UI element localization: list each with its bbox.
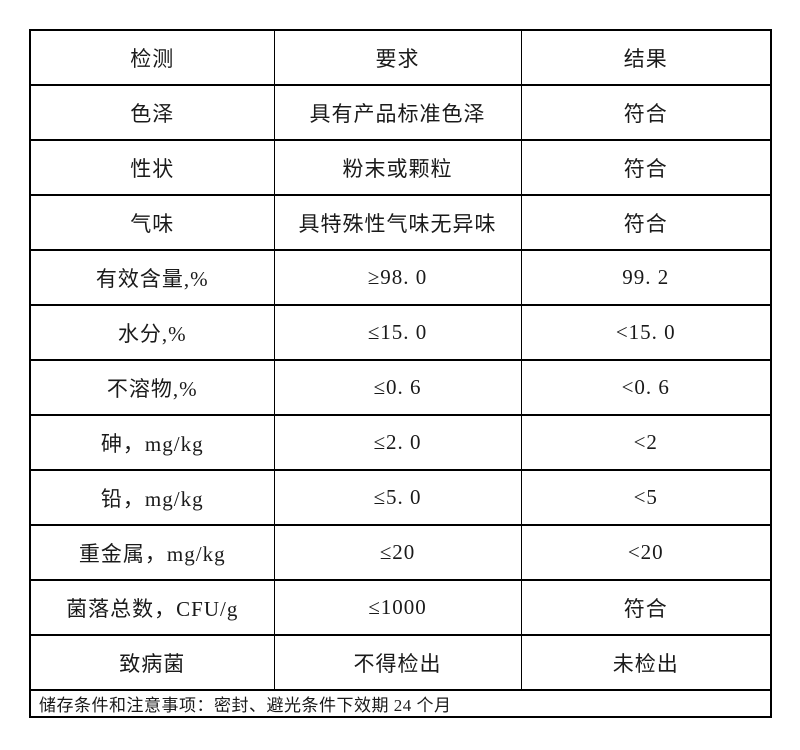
test-name-cell: 有效含量,% — [29, 249, 275, 306]
table-row: 气味 具特殊性气味无异味 符合 — [29, 194, 772, 251]
test-name-cell: 性状 — [29, 139, 275, 196]
test-name-cell: 铅，mg/kg — [29, 469, 275, 526]
table-row: 菌落总数，CFU/g ≤1000 符合 — [29, 579, 772, 636]
result-cell: <0. 6 — [520, 359, 772, 416]
requirement-cell: ≤0. 6 — [273, 359, 522, 416]
table-row: 有效含量,% ≥98. 0 99. 2 — [29, 249, 772, 306]
requirement-cell: ≤2. 0 — [273, 414, 522, 471]
requirement-cell: ≤15. 0 — [273, 304, 522, 361]
table-row: 水分,% ≤15. 0 <15. 0 — [29, 304, 772, 361]
table-row: 色泽 具有产品标准色泽 符合 — [29, 84, 772, 141]
requirement-cell: 粉末或颗粒 — [273, 139, 522, 196]
header-result: 结果 — [520, 29, 772, 86]
table-row: 砷，mg/kg ≤2. 0 <2 — [29, 414, 772, 471]
result-cell: <2 — [520, 414, 772, 471]
requirement-cell: ≤20 — [273, 524, 522, 581]
result-cell: <15. 0 — [520, 304, 772, 361]
test-name-cell: 不溶物,% — [29, 359, 275, 416]
test-name-cell: 砷，mg/kg — [29, 414, 275, 471]
table-row: 性状 粉末或颗粒 符合 — [29, 139, 772, 196]
result-cell: 未检出 — [520, 634, 772, 691]
requirement-cell: ≤5. 0 — [273, 469, 522, 526]
inspection-spec-table: 检测 要求 结果 色泽 具有产品标准色泽 符合 性状 粉末或颗粒 符合 气味 具… — [29, 29, 772, 718]
result-cell: <20 — [520, 524, 772, 581]
storage-conditions-note: 储存条件和注意事项：密封、避光条件下效期 24 个月 — [29, 689, 772, 718]
requirement-cell: ≥98. 0 — [273, 249, 522, 306]
result-cell: 99. 2 — [520, 249, 772, 306]
test-name-cell: 色泽 — [29, 84, 275, 141]
requirement-cell: 不得检出 — [273, 634, 522, 691]
result-cell: <5 — [520, 469, 772, 526]
header-requirement: 要求 — [273, 29, 522, 86]
result-cell: 符合 — [520, 84, 772, 141]
header-row: 检测 要求 结果 — [29, 29, 772, 86]
result-cell: 符合 — [520, 139, 772, 196]
test-name-cell: 重金属，mg/kg — [29, 524, 275, 581]
footer-row: 储存条件和注意事项：密封、避光条件下效期 24 个月 — [29, 689, 772, 718]
test-name-cell: 水分,% — [29, 304, 275, 361]
table-row: 不溶物,% ≤0. 6 <0. 6 — [29, 359, 772, 416]
table-row: 致病菌 不得检出 未检出 — [29, 634, 772, 691]
header-test: 检测 — [29, 29, 275, 86]
requirement-cell: 具特殊性气味无异味 — [273, 194, 522, 251]
requirement-cell: ≤1000 — [273, 579, 522, 636]
result-cell: 符合 — [520, 194, 772, 251]
test-name-cell: 气味 — [29, 194, 275, 251]
result-cell: 符合 — [520, 579, 772, 636]
test-name-cell: 致病菌 — [29, 634, 275, 691]
table-row: 重金属，mg/kg ≤20 <20 — [29, 524, 772, 581]
requirement-cell: 具有产品标准色泽 — [273, 84, 522, 141]
test-name-cell: 菌落总数，CFU/g — [29, 579, 275, 636]
table-row: 铅，mg/kg ≤5. 0 <5 — [29, 469, 772, 526]
